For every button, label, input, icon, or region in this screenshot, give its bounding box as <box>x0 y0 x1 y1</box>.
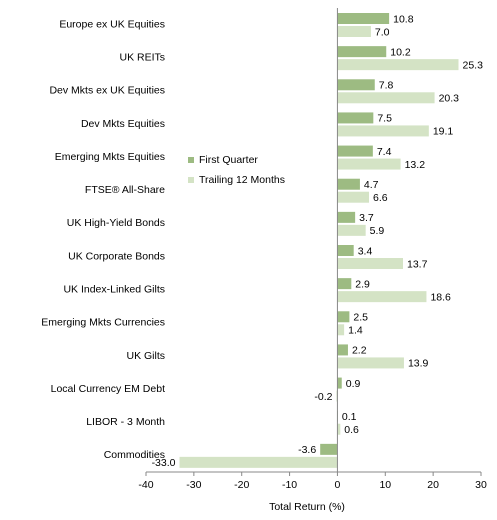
value-label: 7.4 <box>377 146 392 158</box>
category-label: FTSE® All-Share <box>85 184 165 196</box>
value-label: 13.7 <box>407 258 428 270</box>
category-label: Emerging Mkts Equities <box>55 151 165 163</box>
bar <box>337 112 374 124</box>
bar <box>337 145 373 157</box>
category-label: Europe ex UK Equities <box>59 18 165 30</box>
bar <box>337 92 435 104</box>
legend-swatch <box>188 157 194 163</box>
bar <box>337 79 375 91</box>
value-label: -33.0 <box>152 457 176 469</box>
value-label: 13.2 <box>405 159 426 171</box>
value-label: 2.5 <box>353 312 368 324</box>
bar <box>337 46 387 58</box>
value-label: -0.2 <box>314 391 332 403</box>
bar <box>337 423 341 435</box>
category-label: UK Corporate Bonds <box>68 250 165 262</box>
value-label: 1.4 <box>348 325 363 337</box>
bar <box>337 13 390 24</box>
value-label: 0.6 <box>344 424 359 436</box>
value-label: 2.2 <box>352 345 367 357</box>
x-axis-title: Total Return (%) <box>269 501 345 513</box>
bar <box>337 26 371 37</box>
x-tick-label: -20 <box>234 479 249 491</box>
bar <box>337 311 350 323</box>
value-label: 0.9 <box>346 378 361 390</box>
category-label: UK Index-Linked Gilts <box>63 283 165 295</box>
bar <box>337 291 427 303</box>
category-label: Local Currency EM Debt <box>51 383 165 395</box>
x-tick-label: -10 <box>282 479 297 491</box>
bar <box>337 245 354 256</box>
bar <box>337 211 356 223</box>
bar <box>320 443 338 455</box>
x-tick-label: 10 <box>379 479 391 491</box>
x-tick-label: 30 <box>475 479 487 491</box>
bar <box>337 344 348 356</box>
bar <box>337 178 360 190</box>
category-label: UK High-Yield Bonds <box>67 217 165 229</box>
category-label: Dev Mkts ex UK Equities <box>49 85 165 97</box>
value-label: 7.5 <box>377 113 392 125</box>
category-label: Commodities <box>104 449 165 461</box>
bar <box>337 224 366 236</box>
value-label: 4.7 <box>364 179 379 191</box>
bar <box>337 377 342 389</box>
value-label: 10.8 <box>393 13 414 25</box>
value-label: 25.3 <box>463 59 484 71</box>
value-label: 18.6 <box>430 291 451 303</box>
value-label: 13.9 <box>408 358 429 370</box>
bar <box>337 324 345 336</box>
category-label: Dev Mkts Equities <box>81 118 165 130</box>
x-tick-label: 20 <box>427 479 439 491</box>
bar <box>337 357 404 369</box>
value-label: 19.1 <box>433 126 454 138</box>
bar <box>337 258 403 269</box>
value-label: 3.7 <box>359 212 374 224</box>
category-label: UK Gilts <box>126 350 165 362</box>
bar <box>337 125 429 137</box>
bar <box>337 191 370 203</box>
value-label: 20.3 <box>439 93 460 105</box>
legend-label: Trailing 12 Months <box>199 174 285 186</box>
value-label: 2.9 <box>355 278 370 290</box>
bar <box>337 278 352 290</box>
bar <box>179 456 338 468</box>
category-label: UK REITs <box>119 51 165 63</box>
category-label: Emerging Mkts Currencies <box>41 317 165 329</box>
x-tick-label: 0 <box>335 479 341 491</box>
value-label: -3.6 <box>298 444 316 456</box>
x-tick-label: -30 <box>186 479 201 491</box>
value-label: 10.2 <box>390 46 411 58</box>
legend-label: First Quarter <box>199 154 258 166</box>
value-label: 0.1 <box>342 411 357 423</box>
value-label: 5.9 <box>370 225 385 237</box>
value-label: 7.0 <box>375 26 390 38</box>
category-label: LIBOR - 3 Month <box>86 416 165 428</box>
value-label: 6.6 <box>373 192 388 204</box>
value-label: 7.8 <box>379 80 394 92</box>
legend-swatch <box>188 177 194 183</box>
value-label: 3.4 <box>358 245 373 257</box>
bar <box>337 59 459 71</box>
bar <box>337 158 401 170</box>
x-tick-label: -40 <box>138 479 153 491</box>
